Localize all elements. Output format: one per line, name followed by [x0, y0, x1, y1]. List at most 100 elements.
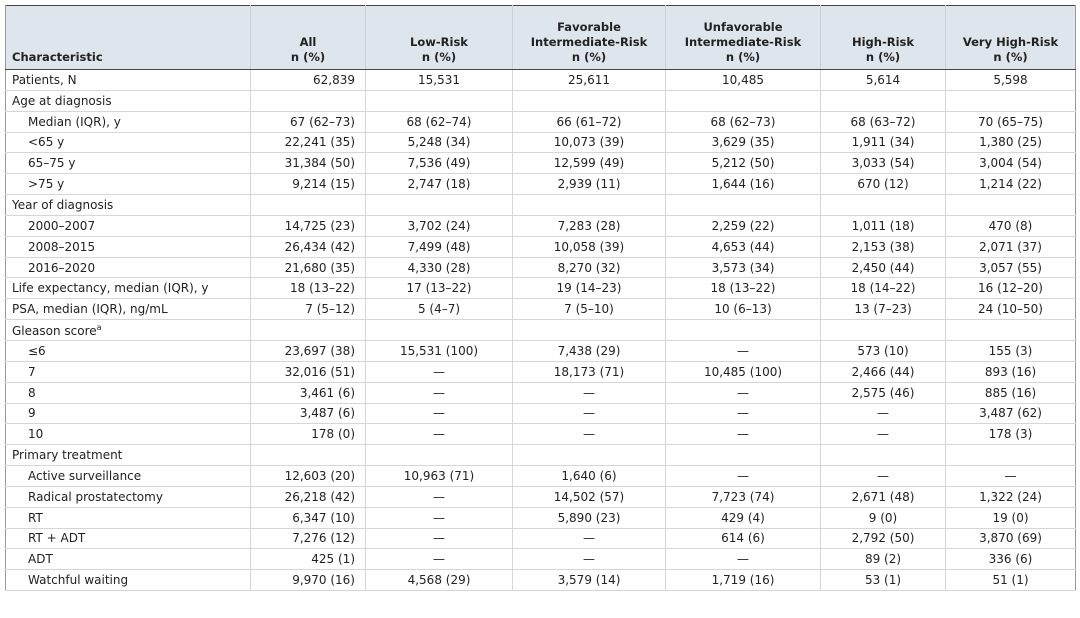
cell: 18 (13–22): [250, 277, 366, 300]
cell: 66 (61–72): [512, 111, 666, 133]
cell: —: [945, 465, 1076, 487]
cell: 31,384 (50): [250, 152, 366, 175]
cell: 10 (6–13): [665, 298, 821, 321]
cell: 429 (4): [665, 507, 821, 529]
cell: [250, 444, 366, 467]
cell: 1,011 (18): [820, 215, 946, 237]
cell: 7 (5–12): [250, 298, 366, 321]
cell: [820, 319, 946, 341]
cell: —: [512, 403, 666, 425]
characteristics-table: Characteristic All n (%) Low-Risk n (%) Favor…: [5, 5, 1076, 592]
cell: 9,214 (15): [250, 173, 366, 196]
sub-row: <65 y 22,241 (35) 5,248 (34) 10,073 (39) 3,6…: [5, 132, 1076, 154]
header-line: n (%): [421, 50, 457, 64]
cell: 23,697 (38): [250, 340, 366, 362]
cell: 336 (6): [945, 548, 1076, 571]
row: Life expectancy, median (IQR), y 18 (13–2…: [5, 277, 1076, 300]
cell: —: [820, 465, 946, 487]
sub-row: 65–75 y 31,384 (50) 7,536 (49) 12,599 (49) 5…: [5, 152, 1076, 175]
column-header: Favorable Intermediate-Risk n (%): [512, 5, 666, 70]
cell: 1,380 (25): [945, 132, 1076, 154]
row-label: Year of diagnosis: [5, 194, 251, 216]
row: Primary treatment: [5, 444, 1076, 467]
sub-row: 2016–2020 21,680 (35) 4,330 (28) 8,270 (32)…: [5, 257, 1076, 279]
cell: 15,531: [365, 69, 513, 91]
cell: 893 (16): [945, 361, 1076, 383]
cell: —: [820, 403, 946, 425]
row: Age at diagnosis: [5, 90, 1076, 112]
cell: 19 (0): [945, 507, 1076, 529]
cell: —: [365, 507, 513, 529]
cell: 3,702 (24): [365, 215, 513, 237]
cell: 7 (5–10): [512, 298, 666, 321]
row-label: Age at diagnosis: [5, 90, 251, 112]
cell: 5,248 (34): [365, 132, 513, 154]
cell: 16 (12–20): [945, 277, 1076, 300]
cell: 2,575 (46): [820, 382, 946, 404]
header-line: Very High-Risk: [962, 35, 1059, 49]
cell: 7,283 (28): [512, 215, 666, 237]
cell: 14,502 (57): [512, 486, 666, 508]
cell: 68 (63–72): [820, 111, 946, 133]
row-label: Watchful waiting: [5, 569, 251, 592]
row-label: 10: [5, 423, 251, 446]
cell: 10,058 (39): [512, 236, 666, 258]
cell: [665, 319, 821, 341]
cell: —: [820, 423, 946, 446]
cell: —: [365, 548, 513, 571]
row-label: Radical prostatectomy: [5, 486, 251, 508]
header-line: All: [299, 35, 317, 49]
header-line: High-Risk: [851, 35, 915, 49]
row-label: ≤6: [5, 340, 251, 362]
cell: [820, 90, 946, 112]
row-label: RT: [5, 507, 251, 529]
cell: [250, 90, 366, 112]
cell: 68 (62–74): [365, 111, 513, 133]
cell: [365, 444, 513, 467]
cell: —: [665, 382, 821, 404]
cell: [945, 444, 1076, 467]
cell: 17 (13–22): [365, 277, 513, 300]
sub-row: ≤6 23,697 (38) 15,531 (100) 7,438 (29) —573 …: [5, 340, 1076, 362]
row-label: Median (IQR), y: [5, 111, 251, 133]
header-row: Characteristic All n (%) Low-Risk n (%) Favor…: [5, 5, 1076, 70]
cell: —: [665, 403, 821, 425]
header-line: Favorable: [557, 20, 621, 34]
cell: 70 (65–75): [945, 111, 1076, 133]
cell: —: [365, 528, 513, 550]
cell: [365, 194, 513, 216]
cell: 7,276 (12): [250, 528, 366, 550]
cell: 3,004 (54): [945, 152, 1076, 175]
row-label: Active surveillance: [5, 465, 251, 487]
cell: 3,487 (6): [250, 403, 366, 425]
cell: 3,573 (34): [665, 257, 821, 279]
cell: 2,450 (44): [820, 257, 946, 279]
cell: 1,214 (22): [945, 173, 1076, 196]
row-label: Primary treatment: [5, 444, 251, 467]
row-label: 7: [5, 361, 251, 383]
cell: [945, 319, 1076, 341]
cell: 12,603 (20): [250, 465, 366, 487]
cell: 5,598: [945, 69, 1076, 91]
row-label: Life expectancy, median (IQR), y: [5, 277, 251, 300]
table-body: Patients, N 62,839 15,531 25,611 10,485 5,614…: [5, 69, 1076, 592]
header-line: n (%): [571, 50, 607, 64]
sub-row: Median (IQR), y 67 (62–73) 68 (62–74) 66 (6…: [5, 111, 1076, 133]
sub-row: 9 3,487 (6) — — — —3,487 (62): [5, 403, 1076, 425]
cell: —: [365, 486, 513, 508]
header-line: n (%): [725, 50, 761, 64]
cell: [820, 194, 946, 216]
column-header: Characteristic: [5, 5, 251, 70]
cell: —: [665, 340, 821, 362]
column-header: Very High-Risk n (%): [945, 5, 1076, 70]
cell: [512, 194, 666, 216]
cell: 573 (10): [820, 340, 946, 362]
sub-row: 10 178 (0) — — — —178 (3): [5, 423, 1076, 446]
row-label: 2000–2007: [5, 215, 251, 237]
cell: 8,270 (32): [512, 257, 666, 279]
cell: 2,939 (11): [512, 173, 666, 196]
cell: 51 (1): [945, 569, 1076, 592]
cell: 2,153 (38): [820, 236, 946, 258]
cell: 2,747 (18): [365, 173, 513, 196]
